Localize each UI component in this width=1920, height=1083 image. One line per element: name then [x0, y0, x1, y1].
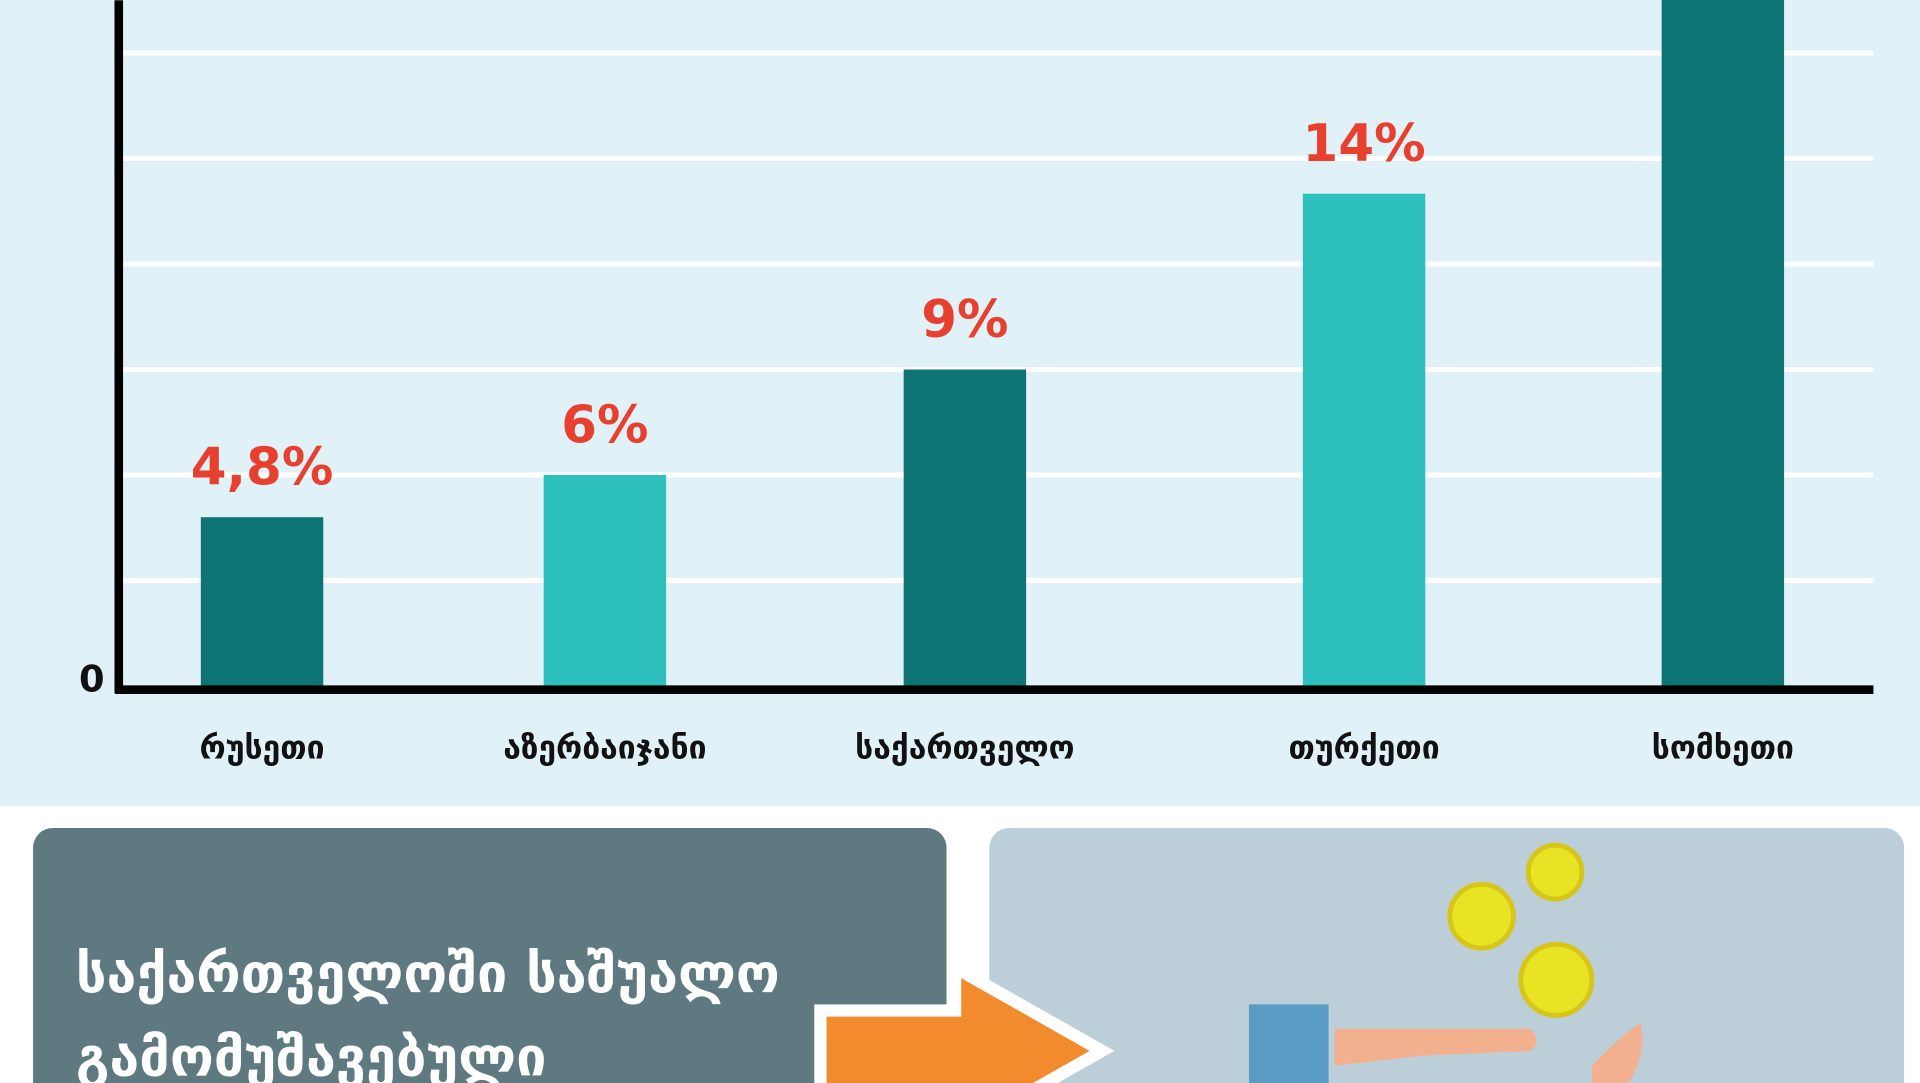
coin	[1525, 842, 1585, 902]
x-tick-label: რუსეთი	[200, 729, 325, 767]
bar	[903, 369, 1027, 686]
bar	[1661, 0, 1785, 686]
data-label: 4,8%	[191, 438, 334, 498]
x-tick-label: აზერბაიჯანი	[503, 729, 706, 767]
bar	[543, 475, 667, 686]
arrow	[814, 957, 1115, 1083]
sleeve	[1248, 1004, 1329, 1083]
data-label: 9%	[921, 290, 1008, 350]
x-tick-label: სომხეთი	[1652, 729, 1794, 767]
panel-text: საქართველოში საშუალო	[76, 942, 780, 1005]
x-tick-label: თურქეთი	[1289, 729, 1440, 767]
panel-text: გამომუშავებული	[76, 1025, 547, 1083]
image-panel	[989, 828, 1905, 1083]
coin	[1447, 881, 1516, 951]
coin	[1518, 941, 1595, 1018]
chart: 0 რუსეთი 4,8% აზერბაიჯანი 6% საქართველო 9% თურქ…	[79, 0, 1874, 767]
data-label: 6%	[561, 395, 648, 455]
data-label: 14%	[1303, 114, 1426, 174]
hand	[1591, 1022, 1643, 1083]
x-tick-label: საქართველო	[855, 729, 1074, 767]
bar	[200, 517, 324, 686]
text-panel	[33, 828, 947, 1083]
hand	[1334, 1028, 1537, 1066]
bar	[1302, 193, 1426, 686]
y-tick-label: 0	[79, 658, 105, 701]
